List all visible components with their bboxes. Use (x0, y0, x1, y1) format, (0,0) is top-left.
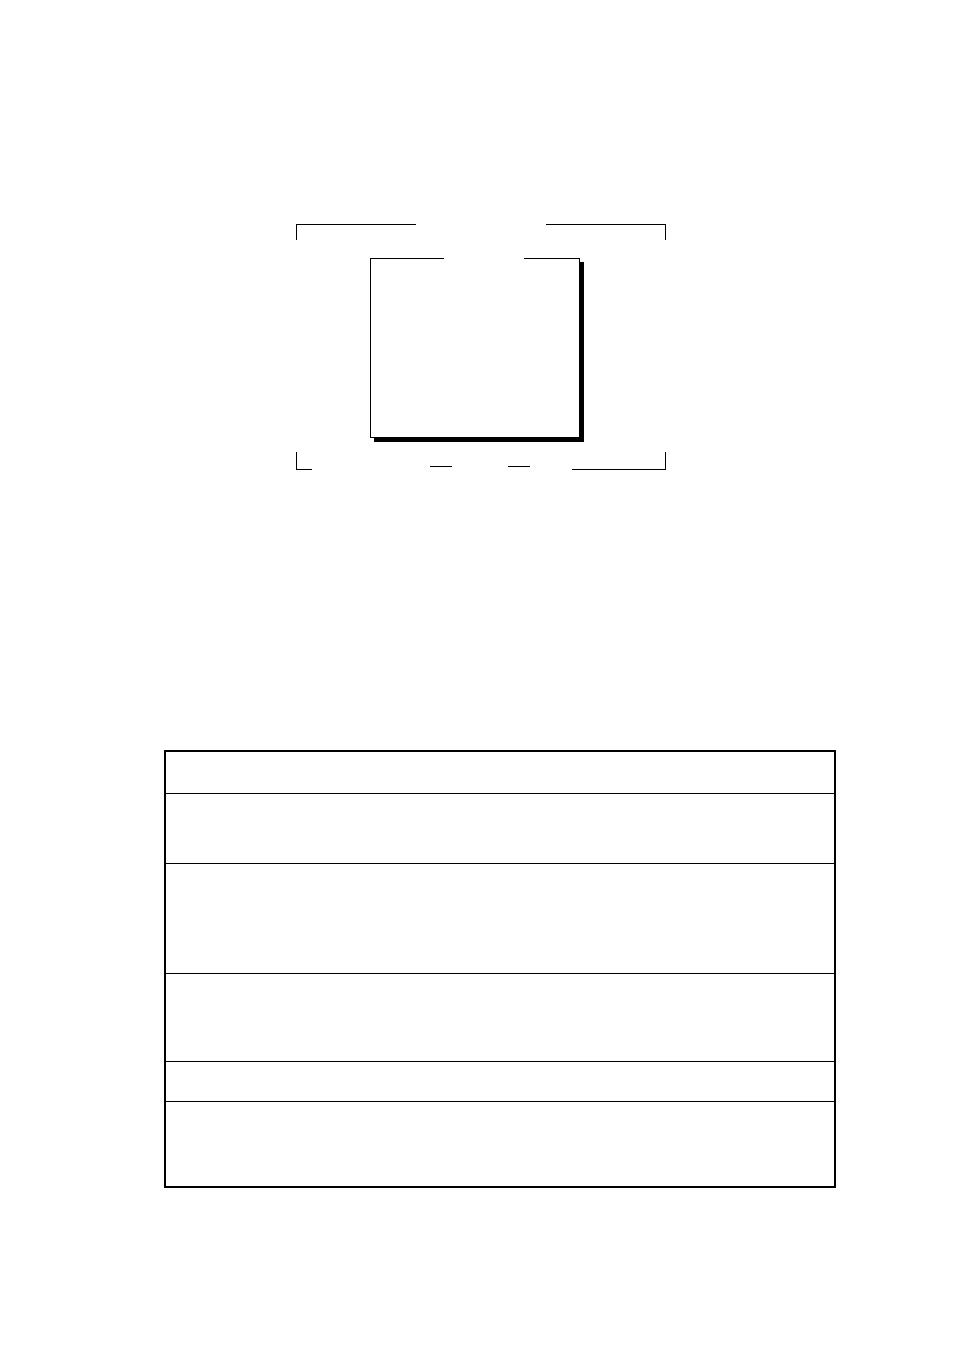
table-row (165, 973, 835, 1061)
frame-mask (416, 223, 546, 226)
page (0, 0, 954, 1352)
table-cell (165, 793, 835, 863)
table-cell (165, 751, 835, 793)
table-cell (165, 1061, 835, 1101)
frame-dash (430, 466, 452, 467)
frame-dash (508, 466, 530, 467)
table-row (165, 751, 835, 793)
table-row (165, 793, 835, 863)
diagram-inner-box (370, 258, 580, 438)
table-row (165, 1061, 835, 1101)
table-row (165, 1101, 835, 1187)
table-cell (165, 1101, 835, 1187)
frame-mask (312, 468, 572, 471)
frame-mask (664, 240, 667, 452)
frame-mask (295, 240, 298, 452)
content-table (164, 750, 836, 1188)
table-cell (165, 863, 835, 973)
table-cell (165, 973, 835, 1061)
table-row (165, 863, 835, 973)
frame-mask (444, 257, 524, 260)
